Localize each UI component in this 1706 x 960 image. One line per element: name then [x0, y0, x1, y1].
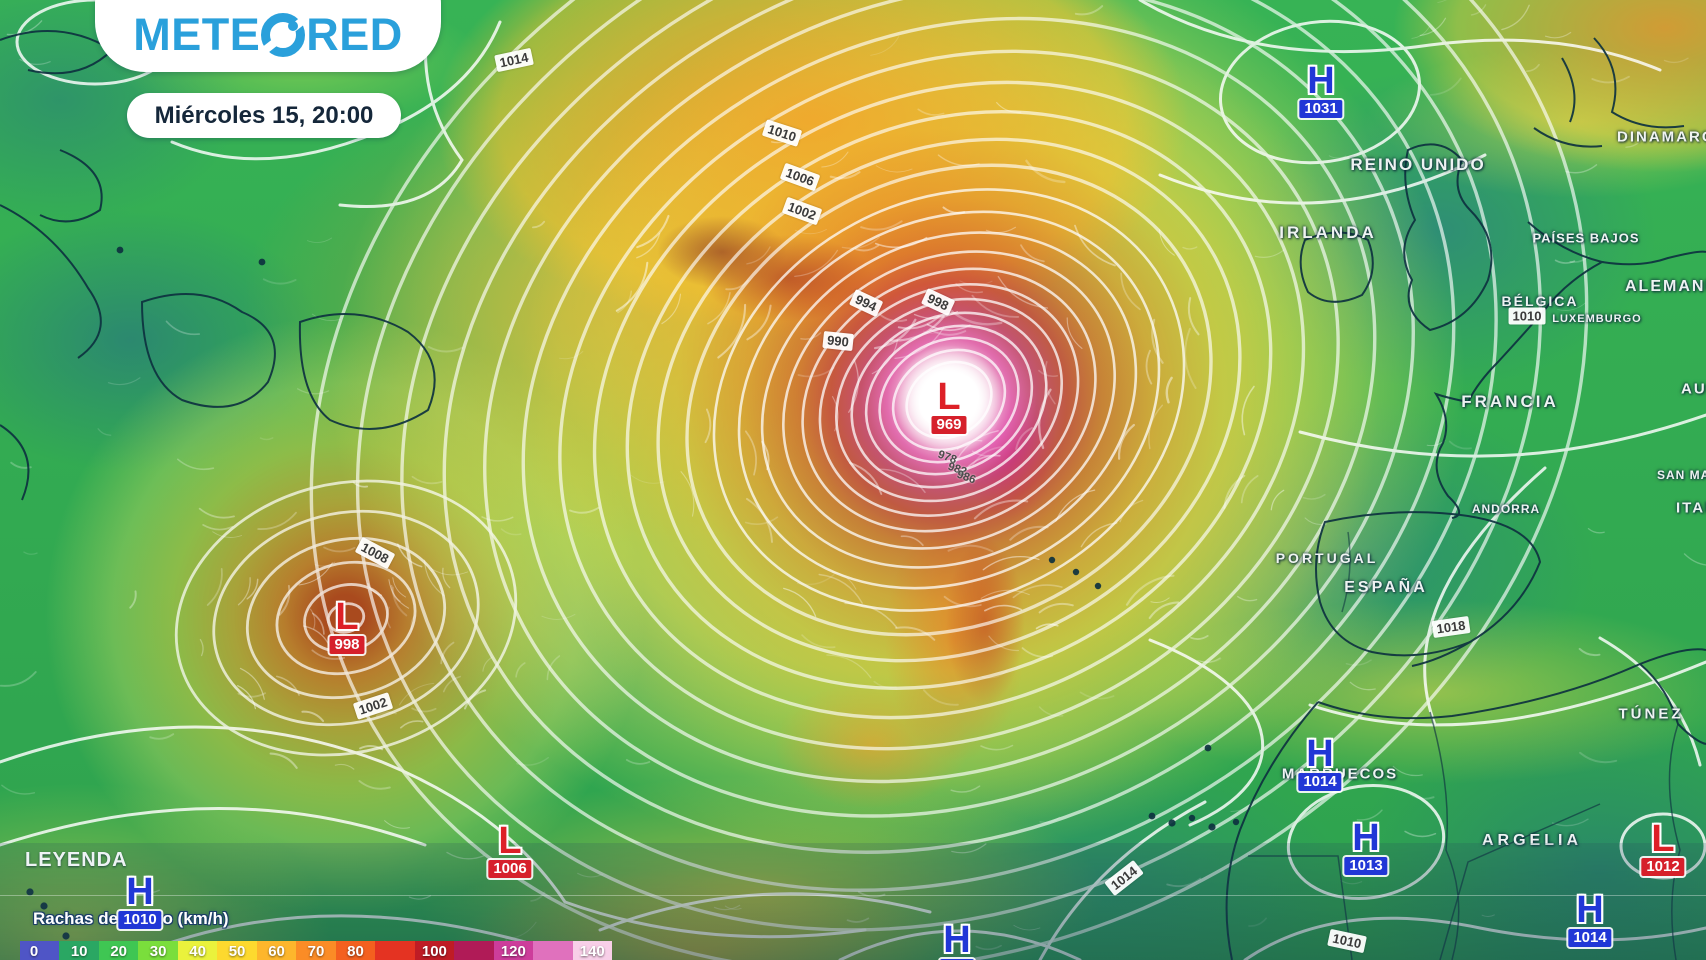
colorbar-tick: 120 [500, 943, 526, 960]
colorbar-tick: 20 [110, 943, 127, 960]
legend-divider [0, 895, 1706, 896]
country-label: AUSTRIA [1681, 380, 1706, 398]
colorbar-tick: 80 [347, 943, 364, 960]
colorbar-tick: 40 [189, 943, 206, 960]
coastlines [0, 30, 1706, 960]
colorbar-tick: 100 [421, 943, 447, 960]
pressure-value: 1012 [1641, 858, 1685, 876]
colorbar-segment [256, 941, 297, 960]
high-pressure-marker: H 1013 [1344, 817, 1388, 875]
pressure-letter: H [1307, 60, 1335, 102]
pressure-value: 1014 [1298, 773, 1342, 791]
colorbar-tick: 10 [70, 943, 88, 960]
country-label: LUXEMBURGO [1552, 313, 1642, 325]
country-label: BÉLGICA [1501, 293, 1579, 309]
colorbar-tick: 50 [228, 943, 246, 960]
low-pressure-marker: L 969 [931, 376, 967, 434]
colorbar-segment [493, 941, 534, 960]
colorbar-tick: 140 [579, 943, 605, 960]
country-label: ANDORRA [1471, 502, 1541, 516]
low-pressure-marker: L 1006 [488, 820, 532, 878]
datetime-label: Miércoles 15, 20:00 [154, 101, 374, 129]
colorbar-segment [296, 941, 336, 960]
colorbar-segment [375, 941, 415, 960]
datetime-pill: Miércoles 15, 20:00 [127, 93, 401, 138]
high-pressure-marker: H 1014 [1298, 733, 1342, 791]
colorbar-segment [217, 941, 257, 960]
pressure-letter: L [1651, 818, 1675, 860]
colorbar-tick: 70 [307, 943, 325, 960]
wind-gust-colorbar: 0 10 20 30 40 50 60 70 80 100 120 140 [20, 941, 613, 960]
pressure-letter: L [937, 376, 961, 418]
pressure-letter: H [1352, 817, 1380, 859]
colorbar-segment [454, 941, 494, 960]
pressure-letter: H [943, 919, 971, 960]
pressure-value: 969 [931, 416, 967, 434]
meteored-logo-row: METE RED [133, 9, 403, 61]
country-label: PORTUGAL [1275, 550, 1379, 566]
colorbar-segment [98, 941, 139, 960]
pressure-value: 998 [329, 636, 365, 654]
country-label: DINAMARCA [1617, 128, 1706, 146]
pressure-value: 1010 [118, 911, 162, 929]
high-pressure-marker: H [940, 919, 974, 960]
colorbar-segment [414, 941, 455, 960]
colorbar-segment [572, 941, 613, 960]
high-pressure-marker: H 1010 [118, 871, 162, 929]
logo-text-right: RED [306, 9, 403, 60]
meteored-o-icon [261, 13, 306, 57]
country-label: FRANCIA [1461, 392, 1559, 411]
pressure-letter: H [1576, 889, 1604, 931]
country-label: ALEMANIA [1625, 278, 1706, 295]
colorbar-segment [533, 941, 573, 960]
colorbar-segment [59, 941, 99, 960]
pressure-letter: H [126, 871, 154, 913]
colorbar-segment [335, 941, 376, 960]
country-label: ITALIA [1676, 499, 1706, 517]
colorbar-segment [20, 941, 60, 960]
pressure-letter: H [1306, 733, 1334, 775]
colorbar-tick: 60 [268, 943, 285, 960]
country-label: SAN MARINO [1657, 468, 1706, 482]
pressure-letter: L [498, 820, 522, 862]
isobar-value-label: 1010 [1508, 307, 1546, 325]
colorbar-tick: 30 [149, 943, 167, 960]
colorbar-segment [177, 941, 218, 960]
pressure-value: 1014 [1568, 929, 1612, 947]
country-label: TÚNEZ [1618, 705, 1684, 723]
country-label: ARGELIA [1482, 832, 1582, 849]
legend-title: LEYENDA [25, 849, 128, 871]
colorbar-tick: 0 [29, 943, 39, 960]
meteored-logo: METE RED [95, 0, 441, 72]
high-pressure-marker: H 1014 [1568, 889, 1612, 947]
isobar-value-label: 990 [822, 330, 854, 352]
low-pressure-marker: L 1012 [1641, 818, 1685, 876]
pressure-value: 1013 [1344, 857, 1388, 875]
logo-text-left: METE [133, 9, 261, 60]
country-label: ESPAÑA [1344, 579, 1428, 596]
high-pressure-marker: H 1031 [1299, 60, 1343, 118]
pressure-value: 1006 [488, 860, 532, 878]
pressure-letter: L [335, 596, 359, 638]
legend-panel: LEYENDA Rachas de viento (km/h) 01020304… [0, 843, 1706, 960]
country-label: PAÍSES BAJOS [1532, 230, 1640, 246]
country-label: IRLANDA [1279, 223, 1377, 242]
country-label: REINO UNIDO [1350, 155, 1486, 174]
colorbar-segment [138, 941, 178, 960]
low-pressure-marker: L 998 [329, 596, 365, 654]
pressure-value: 1031 [1299, 100, 1343, 118]
